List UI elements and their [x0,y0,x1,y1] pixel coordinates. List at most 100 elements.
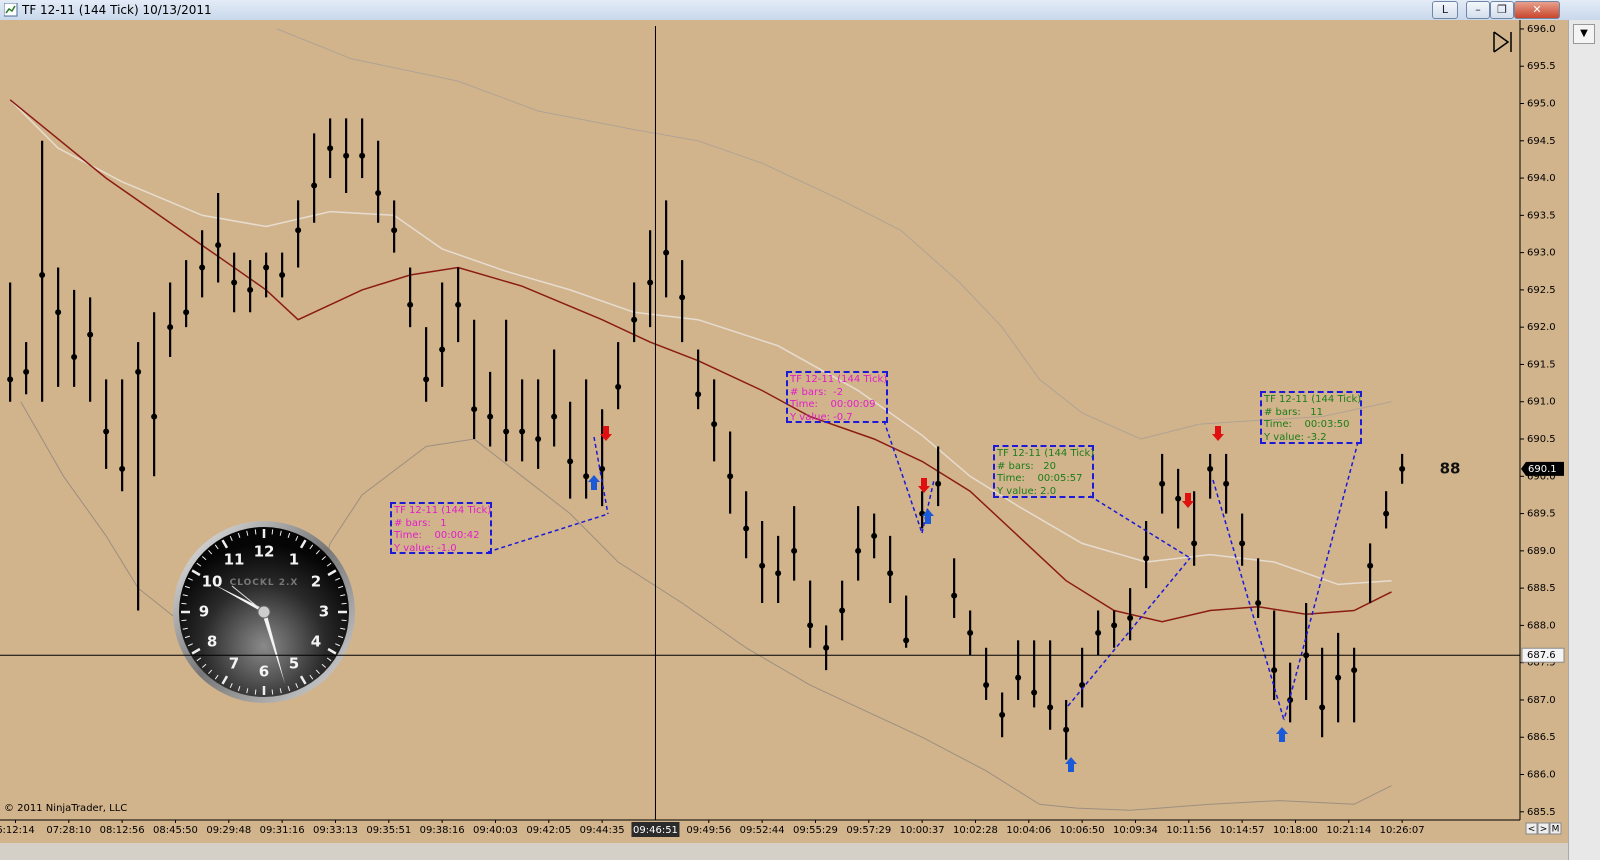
price-bar-close [679,294,686,301]
buy-arrow [1276,727,1288,742]
clock-tick [326,562,332,567]
clock-tick [279,530,282,536]
x-tick-label: 10:06:50 [1060,825,1105,836]
measure-line [1283,441,1359,721]
price-bar-close [951,592,958,599]
clock-tick [187,643,193,647]
clock-tick [287,532,291,538]
bars-layer [7,118,1406,760]
price-bar-close [1063,726,1070,733]
link-button[interactable]: L [1432,1,1458,19]
y-tick-label: 693.5 [1527,210,1556,221]
x-tick-label: 10:04:06 [1006,825,1051,836]
measure-text: Time: 00:05:57 [997,473,1083,484]
clock-number: 1 [289,551,299,569]
clock-tick [181,602,187,605]
x-tick-label: 09:29:48 [206,825,251,836]
price-bar-close [7,376,14,383]
clock-tick [340,594,346,597]
price-bar-close [455,301,462,308]
price-bar-close [871,532,878,539]
clock-number: 9 [199,603,209,621]
close-button[interactable]: ✕ [1514,1,1560,19]
x-tick-label: 09:40:03 [473,825,518,836]
nav-buttons[interactable]: < > M [1525,822,1562,835]
price-bar-close [471,406,478,413]
price-bar-close [551,413,558,420]
price-bar-close [599,465,606,472]
last-price-marker [1521,461,1564,476]
price-bar-close [151,413,158,420]
y-tick-label: 687.0 [1527,695,1556,706]
restore-button[interactable]: ❐ [1490,1,1514,19]
price-bar-close [1223,480,1230,487]
price-bar-close [295,227,302,234]
x-tick-label: 09:31:16 [260,825,305,836]
clock-number: 12 [254,543,275,561]
svg-text:<: < [1528,825,1536,835]
price-bar-close [103,428,110,435]
price-bar-close [1351,667,1358,674]
price-bar-close [119,465,126,472]
minimize-button[interactable]: – [1466,1,1490,19]
x-tick-label: 09:42:05 [526,825,571,836]
svg-text:>: > [1540,825,1548,835]
measure-text: TF 12-11 (144 Tick) [997,448,1095,459]
clock-tick [191,647,201,655]
price-bar-close [775,570,782,577]
x-tick-label: 07:28:10 [46,825,91,836]
price-bar-close [375,189,382,196]
clock-tick [315,549,320,555]
window-title: TF 12-11 (144 Tick) 10/13/2011 [22,3,212,17]
clock-tick [335,643,341,647]
y-tick-label: 688.5 [1527,583,1556,594]
clock-tick [299,675,307,685]
price-bar-close [1255,600,1262,607]
clock-tick [182,627,188,630]
y-tick-label: 696.0 [1527,24,1556,35]
sell-arrow [918,478,930,493]
clock-tick [327,647,337,655]
clock-number: 2 [311,573,321,591]
right-scroll-panel: ▼ [1568,20,1600,860]
clock-number: 11 [224,551,245,569]
indicator-line [276,28,1392,440]
y-tick-label: 691.5 [1527,359,1556,370]
measure-box: TF 12-11 (144 Tick) # bars: 11 Time: 00:03… [1260,391,1362,444]
clock-tick [271,529,274,535]
clock-tick [299,539,307,549]
clock-second-hand [231,585,265,613]
price-bar-close [231,279,238,286]
clock-tick [246,530,249,536]
app-icon [4,3,18,17]
clock-tick [315,669,320,675]
y-tick-label: 694.0 [1527,173,1556,184]
price-bar-close [983,682,990,689]
price-bar-close [503,428,510,435]
price-bar-close [247,286,254,293]
price-bar-close [343,152,350,159]
clock-tick [335,577,341,581]
price-bar-close [615,383,622,390]
price-bar-close [1383,510,1390,517]
scroll-down-button[interactable]: ▼ [1573,24,1595,44]
y-tick-label: 690.5 [1527,434,1556,445]
scroll-end-icon[interactable] [1493,31,1512,53]
clock-tick [221,539,229,549]
x-tick-label: 09:38:16 [420,825,465,836]
clock-tick [187,577,193,581]
price-bar-close [167,324,174,331]
price-bar-close [791,547,798,554]
measure-text: # bars: -2 [790,386,844,398]
clock-tick [214,544,219,550]
price-bar-close [423,376,430,383]
price-bar-close [839,607,846,614]
crosshair-price: 687.6 [1527,650,1556,661]
clock-tick [287,686,291,692]
price-bar-close [39,271,46,278]
clock-tick [201,556,207,561]
x-tick-label: 10:11:56 [1166,825,1211,836]
y-tick-label: 689.5 [1527,509,1556,520]
price-bar-close [759,562,766,569]
